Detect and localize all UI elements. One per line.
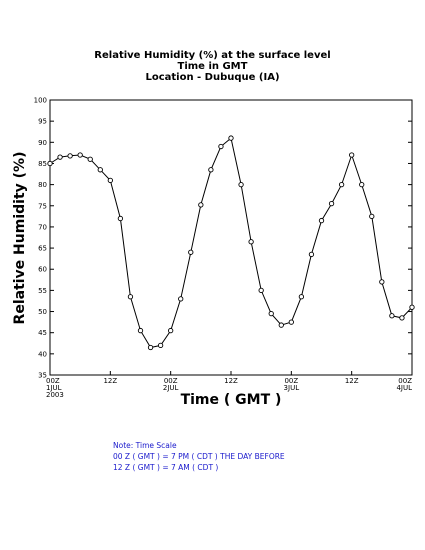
note-heading: Note: Time Scale bbox=[113, 441, 177, 450]
data-point bbox=[238, 181, 244, 188]
x-tick-label: 00Z bbox=[284, 377, 298, 385]
note-12z: 12 Z ( GMT ) = 7 AM ( CDT ) bbox=[113, 463, 219, 472]
y-tick-label: 45 bbox=[38, 329, 47, 337]
data-point bbox=[328, 201, 335, 207]
data-point bbox=[57, 154, 63, 160]
data-point bbox=[349, 152, 355, 158]
y-tick-label: 50 bbox=[38, 308, 47, 316]
x-tick-label: 00Z bbox=[398, 377, 412, 385]
data-point bbox=[379, 279, 385, 285]
data-point bbox=[77, 152, 83, 158]
data-point bbox=[97, 167, 103, 173]
data-point bbox=[318, 217, 325, 224]
data-point bbox=[359, 181, 365, 188]
x-tick-label: 12Z bbox=[345, 377, 359, 385]
data-point bbox=[168, 327, 174, 334]
data-point bbox=[117, 215, 124, 222]
data-point bbox=[248, 239, 254, 245]
y-tick-label: 75 bbox=[38, 202, 47, 210]
x-tick-date-label: 3JUL bbox=[284, 384, 300, 392]
series-line bbox=[49, 137, 413, 349]
note-00z: 00 Z ( GMT ) = 7 PM ( CDT ) THE DAY BEFO… bbox=[113, 452, 285, 461]
data-point bbox=[157, 342, 164, 349]
chart-subtitle-location: Location - Dubuque (IA) bbox=[145, 72, 280, 83]
chart-title-block: Relative Humidity (%) at the surface lev… bbox=[0, 50, 425, 83]
data-point bbox=[278, 322, 284, 328]
data-point bbox=[298, 294, 305, 300]
y-tick-label: 40 bbox=[38, 350, 47, 358]
data-point bbox=[127, 294, 134, 300]
y-tick-label: 55 bbox=[38, 287, 47, 295]
data-point bbox=[338, 181, 345, 188]
chart-subtitle-time: Time in GMT bbox=[177, 61, 248, 72]
data-point bbox=[47, 160, 53, 167]
x-tick-label: 12Z bbox=[103, 377, 117, 385]
data-point bbox=[389, 313, 395, 319]
y-axis-label: Relative Humidity (%) bbox=[12, 152, 28, 325]
data-point bbox=[208, 167, 214, 173]
data-point bbox=[369, 213, 375, 219]
y-tick-label: 35 bbox=[38, 372, 47, 380]
y-tick-label: 100 bbox=[34, 97, 47, 105]
data-point bbox=[198, 202, 204, 208]
data-point bbox=[399, 315, 405, 321]
data-point bbox=[147, 344, 154, 351]
y-tick-label: 80 bbox=[38, 181, 47, 189]
series-relative-humidity bbox=[47, 135, 415, 351]
data-point bbox=[218, 143, 224, 150]
x-tick-year-label: 2003 bbox=[46, 391, 64, 399]
x-tick-date-label: 4JUL bbox=[396, 384, 412, 392]
chart-title: Relative Humidity (%) at the surface lev… bbox=[94, 50, 331, 61]
data-point bbox=[107, 177, 113, 184]
y-axis: 35 40 45 50 55 60 65 70 75 80 85 90 95 100 bbox=[34, 97, 412, 380]
data-point bbox=[188, 249, 194, 255]
x-tick-label: 12Z bbox=[224, 377, 238, 385]
y-tick-label: 85 bbox=[38, 160, 47, 168]
y-tick-label: 60 bbox=[38, 266, 47, 274]
data-point bbox=[67, 153, 73, 159]
data-point bbox=[268, 311, 274, 317]
x-tick-date-label: 1JUL bbox=[46, 384, 62, 392]
y-tick-label: 70 bbox=[38, 223, 47, 231]
data-point bbox=[228, 135, 234, 141]
plot-frame bbox=[49, 99, 413, 376]
y-tick-label: 65 bbox=[38, 245, 47, 253]
data-point bbox=[87, 156, 93, 162]
data-point bbox=[178, 296, 184, 302]
x-axis-label: Time ( GMT ) bbox=[181, 392, 282, 408]
y-tick-label: 95 bbox=[38, 118, 47, 126]
x-tick-label: 00Z bbox=[46, 377, 60, 385]
time-scale-note: Note: Time Scale 00 Z ( GMT ) = 7 PM ( C… bbox=[113, 440, 285, 473]
data-point bbox=[137, 327, 144, 334]
data-point bbox=[288, 319, 294, 325]
y-tick-label: 90 bbox=[38, 139, 47, 147]
data-point bbox=[258, 287, 264, 294]
data-point bbox=[308, 251, 315, 258]
data-point bbox=[409, 304, 415, 310]
x-tick-label: 00Z bbox=[164, 377, 178, 385]
x-tick-date-label: 2JUL bbox=[163, 384, 179, 392]
